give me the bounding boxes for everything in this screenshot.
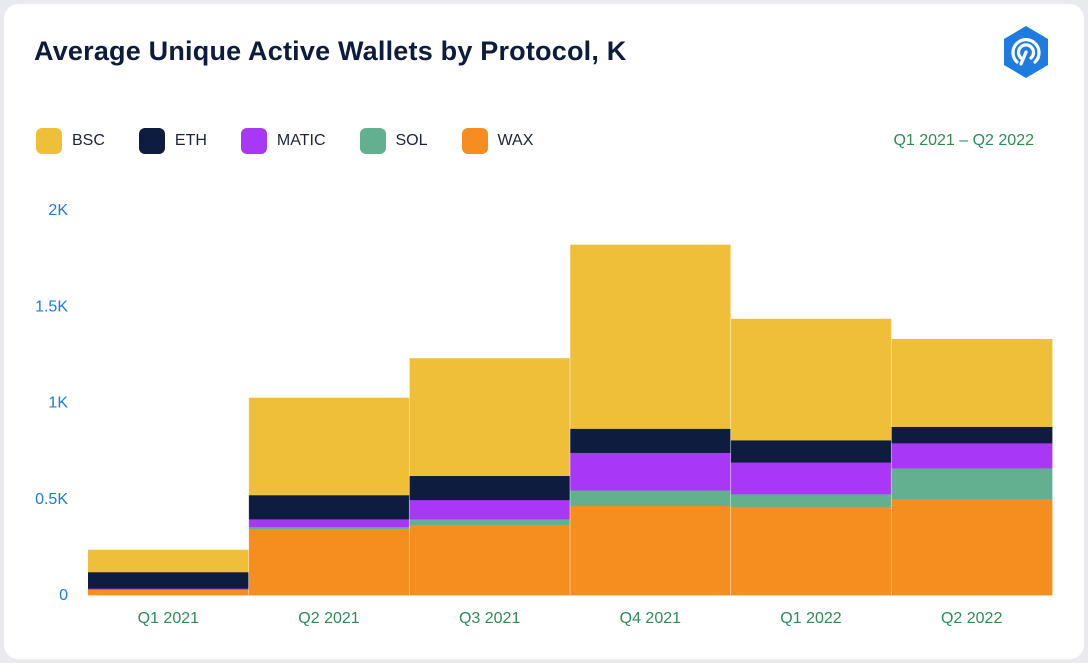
bar-segment-matic (88, 588, 250, 590)
bar-segment-eth (730, 440, 892, 463)
bar-segment-eth (891, 426, 1053, 444)
bar-segment-wax (88, 589, 250, 596)
bar-segment-bsc (409, 358, 571, 477)
bar-segment-bsc (570, 244, 732, 429)
bar-segment-eth (570, 428, 732, 453)
bar-segment-wax (248, 528, 410, 596)
x-tick-label: Q1 2021 (138, 610, 199, 627)
y-tick-label: 0.5K (35, 491, 68, 508)
y-tick-label: 0 (59, 587, 68, 604)
bar-segment-matic (730, 462, 892, 495)
bar-segment-wax (891, 498, 1053, 596)
bar-segment-matic (248, 518, 410, 528)
legend-label-matic: MATIC (276, 132, 326, 149)
bar-segment-wax (730, 506, 892, 596)
legend-item-matic[interactable]: MATIC (240, 128, 326, 154)
chart-title: Average Unique Active Wallets by Protoco… (34, 36, 627, 66)
bar-segment-eth (409, 475, 571, 501)
bar-segment-matic (570, 452, 732, 491)
bar-segment-bsc (891, 338, 1053, 427)
bar-segment-wax (570, 505, 732, 596)
legend-swatch-bsc (36, 128, 62, 154)
legend-item-wax[interactable]: WAX (461, 128, 534, 154)
bar-segment-eth (88, 571, 250, 589)
bar-segment-sol (409, 518, 571, 526)
legend-swatch-eth (138, 128, 165, 154)
legend-item-bsc[interactable]: BSC (36, 128, 105, 154)
y-tick-label: 1.5K (35, 298, 68, 315)
bar-segment-eth (248, 494, 410, 520)
bar-segment-sol (248, 526, 410, 529)
x-tick-label: Q3 2021 (459, 610, 520, 627)
legend-label-sol: SOL (395, 132, 428, 149)
bar-segment-wax (409, 524, 571, 596)
bar-segment-bsc (730, 318, 892, 441)
legend-item-eth[interactable]: ETH (138, 128, 207, 154)
bar-segment-matic (409, 499, 571, 520)
x-tick-label: Q2 2021 (298, 610, 359, 627)
bar-segment-sol (891, 467, 1053, 500)
x-tick-label: Q2 2022 (941, 610, 1002, 627)
bar-segment-sol (570, 490, 732, 506)
bar-segment-bsc (248, 397, 410, 496)
legend-item-sol[interactable]: SOL (359, 128, 428, 154)
date-range-label: Q1 2021 – Q2 2022 (893, 132, 1034, 149)
bar-segment-sol (730, 493, 892, 507)
brand-logo-icon (1004, 26, 1048, 78)
legend-swatch-sol (359, 128, 386, 154)
legend-label-eth: ETH (174, 132, 207, 149)
legend-label-bsc: BSC (72, 132, 105, 149)
legend-label-wax: WAX (497, 132, 534, 149)
x-tick-label: Q1 2022 (780, 610, 841, 627)
bar-segment-matic (891, 442, 1053, 469)
x-tick-label: Q4 2021 (620, 610, 681, 627)
chart-legend: BSC ETH MATIC SOL WAX (36, 128, 567, 154)
bar-segment-bsc (88, 549, 250, 573)
y-tick-label: 2K (48, 202, 68, 219)
y-tick-label: 1K (48, 395, 68, 412)
legend-swatch-matic (240, 128, 267, 154)
legend-swatch-wax (461, 128, 488, 154)
